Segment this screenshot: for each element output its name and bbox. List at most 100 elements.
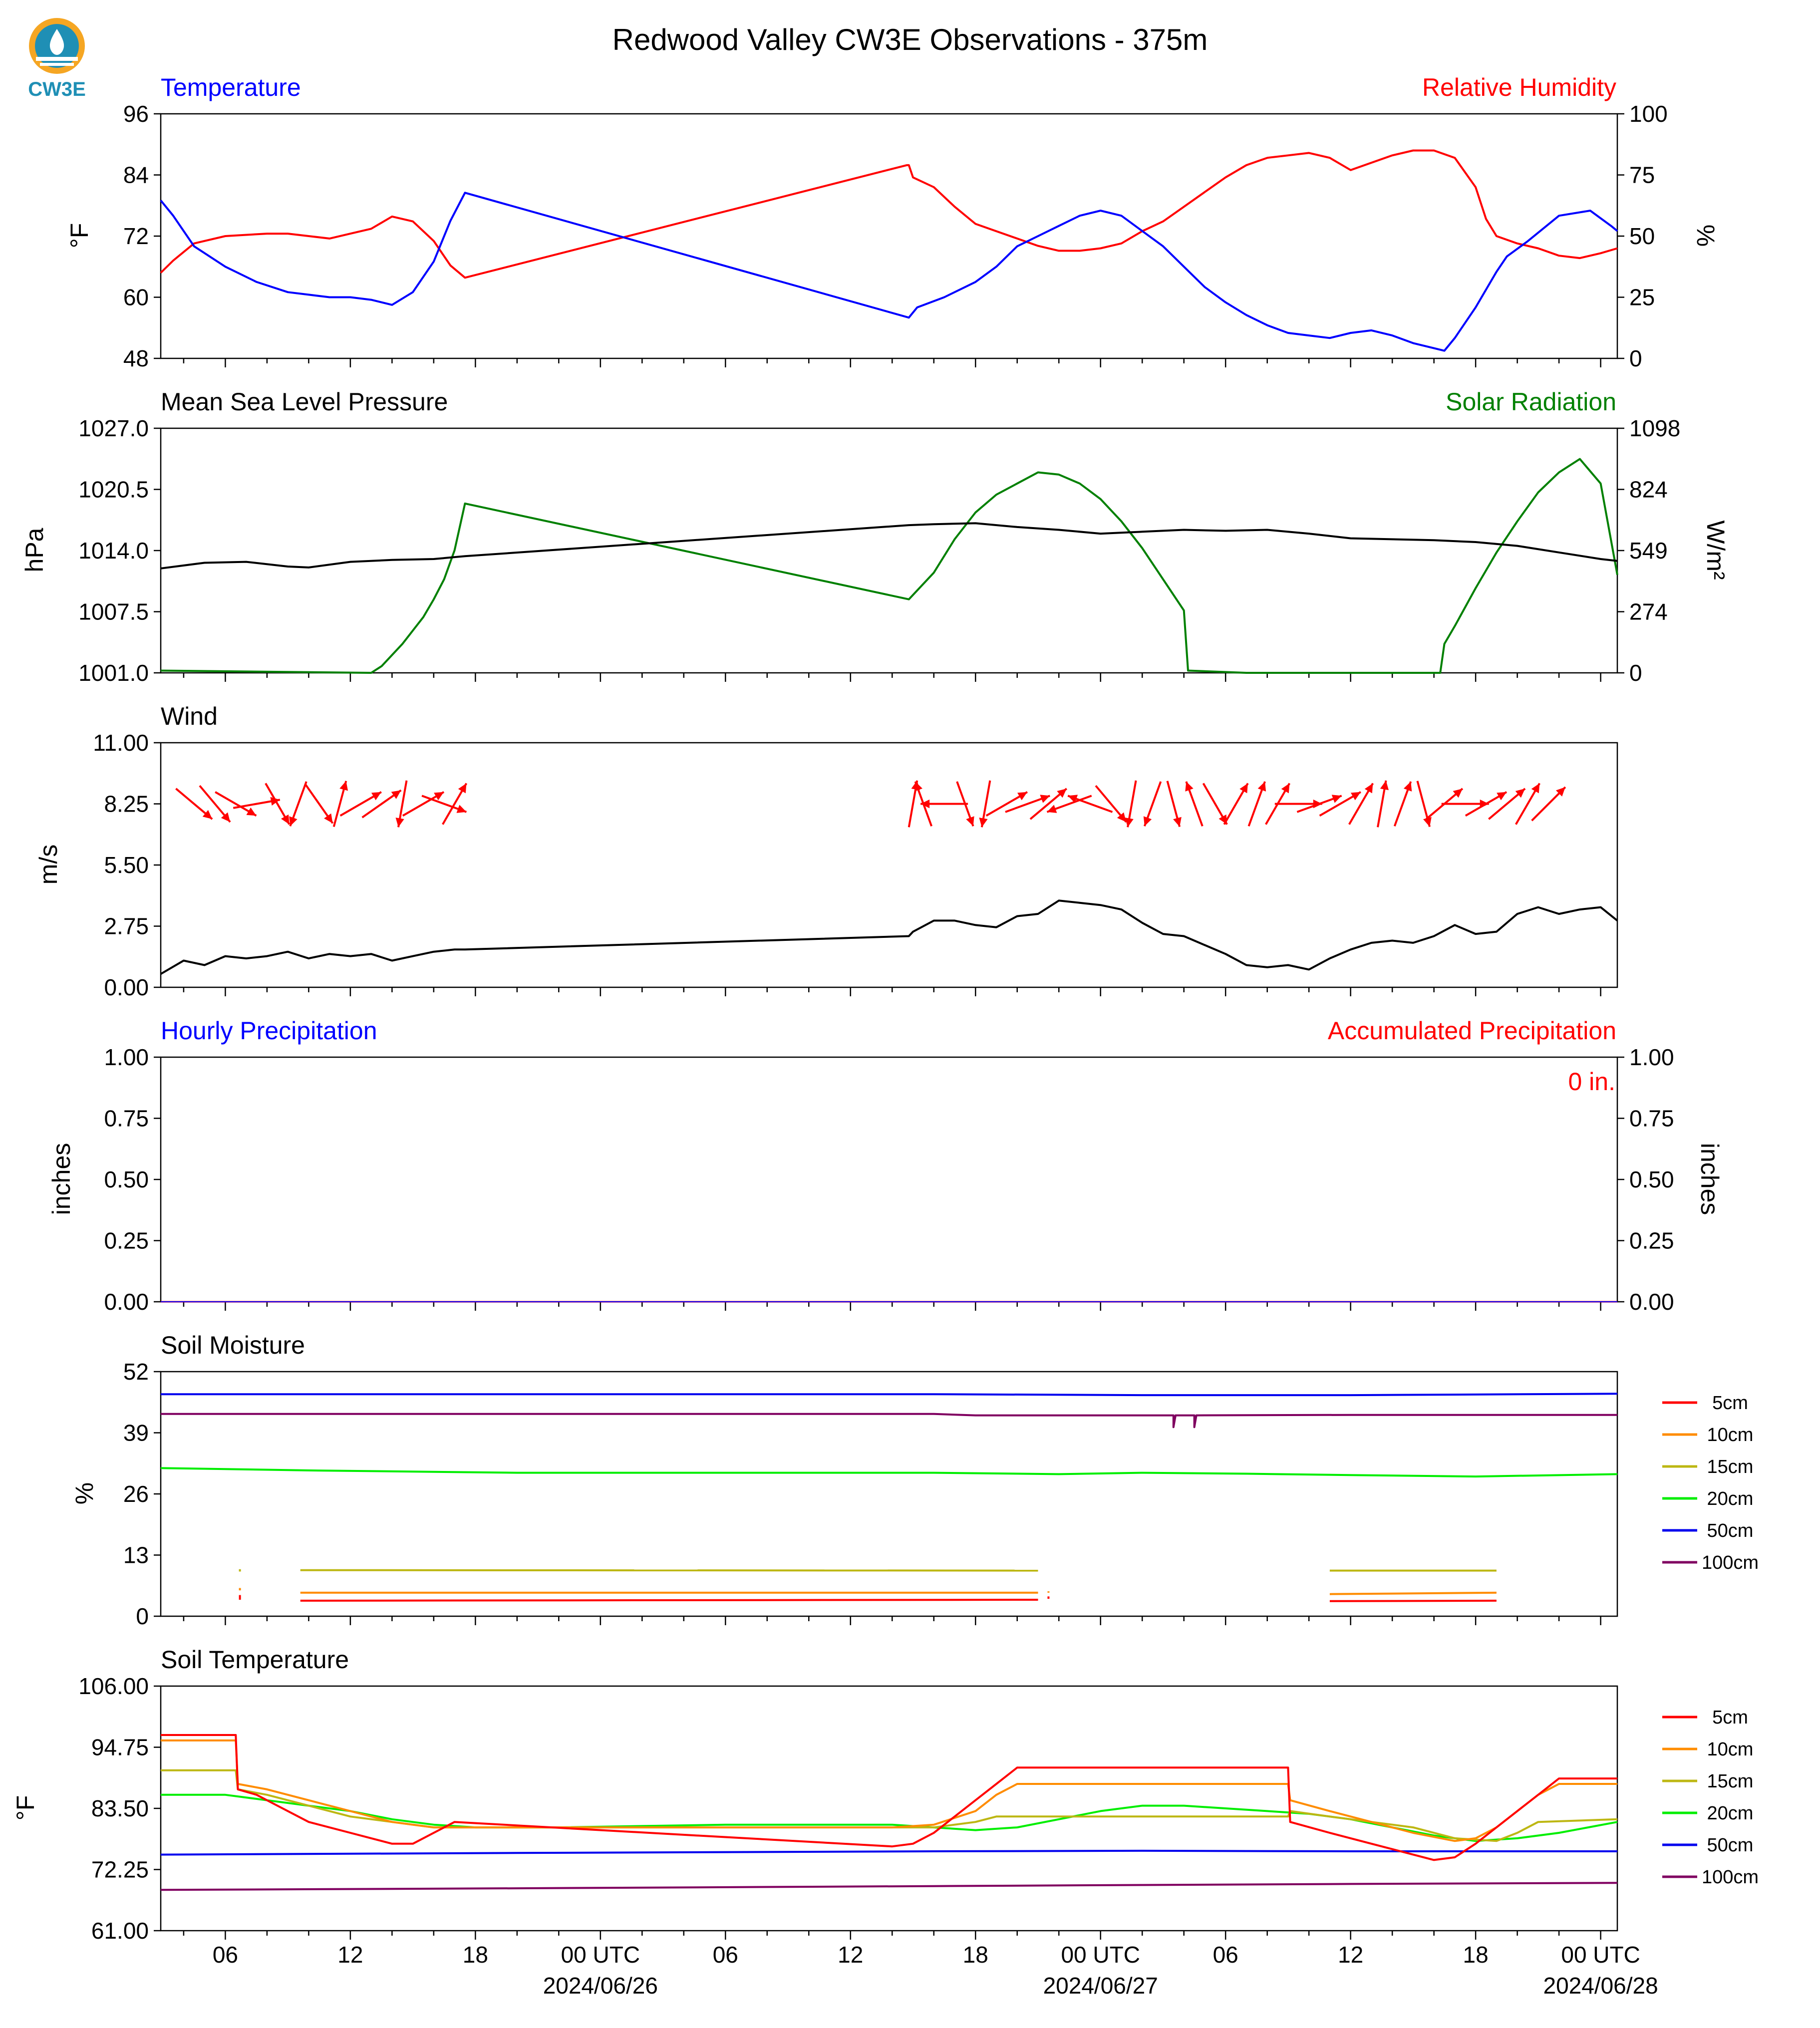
time-axis-date-label: 2024/06/27 xyxy=(1043,1973,1158,1999)
wind-arrow-head xyxy=(1380,780,1389,790)
wind-arrow-head xyxy=(1239,783,1248,794)
wind-arrow xyxy=(265,783,291,825)
wind-arrow xyxy=(421,795,467,813)
wind-arrow xyxy=(1247,781,1266,827)
temperature-left-tick-label: 96 xyxy=(123,101,149,127)
wind-arrow xyxy=(442,783,468,825)
wind-arrow-head xyxy=(1040,795,1050,803)
precip-left-tick-label: 0.00 xyxy=(104,1289,149,1315)
wind-arrow xyxy=(1223,783,1249,825)
wind-arrow-head xyxy=(920,799,930,809)
soil-temp-line-10cm xyxy=(161,1739,1617,1842)
humidity-ylabel: % xyxy=(1692,225,1720,247)
wind-arrow xyxy=(1046,795,1092,813)
wind-arrow-head xyxy=(1257,781,1266,792)
time-axis-hour-label: 00 UTC xyxy=(1561,1942,1640,1968)
wind-arrow xyxy=(1377,780,1389,828)
wind-arrow-head xyxy=(289,816,298,827)
pressure-right-tick-label: 824 xyxy=(1629,477,1668,503)
wind-arrow xyxy=(332,781,348,827)
wind-arrow xyxy=(215,791,257,817)
wind-arrow xyxy=(1393,781,1412,827)
solar-ylabel: W/m² xyxy=(1702,520,1730,579)
soil-moisture-left-tick-label: 26 xyxy=(123,1481,149,1507)
wind-arrow xyxy=(339,791,382,817)
legend-label-50cm: 50cm xyxy=(1707,1835,1754,1856)
time-axis-date-label: 2024/06/26 xyxy=(543,1973,658,1999)
wind-arrow-head xyxy=(1185,781,1194,792)
soil-moisture-title: Soil Moisture xyxy=(161,1331,305,1359)
wind-arrow xyxy=(199,785,231,823)
wind-arrow-head xyxy=(1117,812,1127,822)
pressure-right-tick-label: 274 xyxy=(1629,599,1668,625)
wind-arrow xyxy=(985,791,1028,817)
soil-temp-left-tick-label: 106.00 xyxy=(78,1673,149,1699)
time-axis-hour-label: 00 UTC xyxy=(1061,1942,1140,1968)
time-axis: 06 12 18 00 UTC 06 12 18 00 UTC 06 12 18 00 UTC 2024… xyxy=(213,1942,1658,1999)
wind-arrow xyxy=(289,781,307,827)
wind-arrow-head xyxy=(1515,788,1525,798)
precip-left-tick-label: 0.50 xyxy=(104,1166,149,1192)
temperature-right-tick-label: 100 xyxy=(1629,101,1668,127)
wind-arrow xyxy=(1515,783,1540,825)
temperature-title: Temperature xyxy=(161,73,301,101)
wind-arrow-head xyxy=(1173,817,1182,827)
pressure-left-tick-label: 1014.0 xyxy=(78,538,149,564)
time-axis-hour-label: 12 xyxy=(337,1942,363,1968)
temperature-right-tick-label: 25 xyxy=(1629,285,1655,310)
legend-label-10cm: 10cm xyxy=(1707,1425,1754,1446)
hourly-precip-title: Hourly Precipitation xyxy=(161,1017,377,1045)
wind-left-tick-label: 0.00 xyxy=(104,974,149,1000)
wind-arrow xyxy=(1185,781,1204,827)
legend-label-10cm: 10cm xyxy=(1707,1739,1754,1760)
logo-wave-2-icon xyxy=(40,63,74,66)
wind-arrow-head xyxy=(434,792,444,801)
soil-temp-panel: 61.00 72.25 83.50 94.75 106.00 xyxy=(78,1673,1618,1944)
wind-speed-line xyxy=(160,899,1618,975)
wind-arrow-head xyxy=(1047,805,1057,813)
pressure-right-tick-label: 1098 xyxy=(1629,415,1680,441)
pressure-right-tick-label: 549 xyxy=(1629,538,1668,564)
soil-moisture-panel: 0 13 26 39 52 xyxy=(123,1359,1618,1629)
time-axis-hour-label: 18 xyxy=(963,1942,988,1968)
soil-moisture-legend: 5cm 10cm 15cm 20cm 50cm 100cm xyxy=(1662,1393,1759,1573)
legend-label-20cm: 20cm xyxy=(1707,1803,1754,1824)
legend-label-20cm: 20cm xyxy=(1707,1488,1754,1509)
time-axis-hour-label: 06 xyxy=(713,1942,738,1968)
legend-label-5cm: 5cm xyxy=(1712,1707,1748,1728)
pressure-left-tick-label: 1007.5 xyxy=(78,599,149,625)
temperature-left-tick-label: 60 xyxy=(123,285,149,310)
wind-arrow-head xyxy=(281,814,290,825)
wind-arrow-head xyxy=(1423,817,1432,827)
soil-temp-legend: 5cm 10cm 15cm 20cm 50cm 100cm xyxy=(1662,1707,1759,1888)
wind-arrow-head xyxy=(966,816,974,827)
pressure-right-tick-label: 0 xyxy=(1629,660,1642,686)
temperature-left-tick-label: 72 xyxy=(123,223,149,249)
wind-arrow-head xyxy=(1068,795,1078,803)
wind-arrow-head xyxy=(371,792,381,801)
legend-label-50cm: 50cm xyxy=(1707,1520,1754,1541)
soil-moisture-line-50cm xyxy=(161,1393,1618,1397)
soil-temp-line-15cm xyxy=(161,1769,1618,1842)
wind-arrow-head xyxy=(456,805,467,813)
wind-arrow-head xyxy=(1555,787,1565,797)
wind-arrow xyxy=(1488,788,1526,820)
pressure-left-tick-label: 1001.0 xyxy=(78,660,149,686)
time-axis-hour-label: 18 xyxy=(1463,1942,1489,1968)
time-axis-hour-label: 18 xyxy=(463,1942,488,1968)
precip-left-tick-label: 1.00 xyxy=(104,1044,149,1070)
wind-arrow-head xyxy=(1453,788,1463,798)
humidity-title: Relative Humidity xyxy=(1422,73,1616,101)
wind-arrow xyxy=(1029,788,1068,820)
logo-text: CW3E xyxy=(28,78,86,100)
wind-arrow-head xyxy=(1364,783,1373,794)
pressure-line xyxy=(160,522,1618,570)
precip-panel: 0.00 0.25 0.50 0.75 1.00 0.00 0.25 0.50 0.75 1.00 xyxy=(104,1044,1674,1315)
pressure-left-tick-label: 1027.0 xyxy=(78,415,149,441)
figure-title: Redwood Valley CW3E Observations - 375m xyxy=(612,23,1208,56)
soil-moisture-line-10cm xyxy=(1329,1591,1497,1595)
wind-arrow xyxy=(1166,781,1182,827)
time-axis-date-label: 2024/06/28 xyxy=(1543,1973,1658,1999)
wind-arrow xyxy=(920,799,968,809)
wind-arrow-head xyxy=(458,783,467,794)
